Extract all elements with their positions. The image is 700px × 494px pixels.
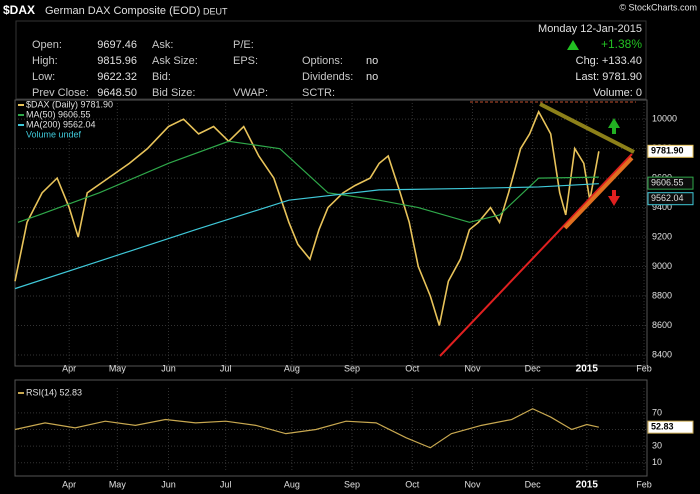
header-box [15, 20, 647, 100]
y-tick-label: 70 [652, 407, 662, 417]
y-tick-label: 9000 [652, 261, 672, 271]
x-tick-label: Jul [220, 363, 232, 373]
fundamental-label: VWAP: [233, 87, 268, 99]
x-tick-label: Apr [62, 479, 76, 489]
name: German DAX Composite (EOD) [45, 5, 200, 17]
quote-value: 9648.50 [97, 87, 137, 99]
value-tag-label: 9606.55 [651, 178, 684, 188]
x-tick-label: Apr [62, 363, 76, 373]
x-tick-label: Jul [220, 479, 232, 489]
value-tag-label: 9781.90 [651, 146, 684, 156]
x-tick-label: May [109, 479, 127, 489]
y-tick-label: 10 [652, 457, 662, 467]
legend-entry: MA(50) 9606.55 [26, 109, 91, 119]
book-label: Ask: [152, 39, 173, 51]
x-tick-label: Jun [161, 479, 176, 489]
quote-value: 9697.46 [97, 39, 137, 51]
up-signal [608, 118, 620, 134]
series-line [14, 408, 599, 449]
exchange: DEUT [203, 6, 228, 16]
y-tick-label: 9200 [652, 231, 672, 241]
x-tick-label: Oct [405, 363, 420, 373]
wedge-line [539, 102, 635, 154]
x-tick-label: 2015 [576, 480, 599, 491]
value-tag-label: 52.83 [651, 422, 674, 432]
flag-label: Dividends: [302, 71, 353, 83]
series-line [14, 183, 599, 290]
fundamental-label: P/E: [233, 39, 254, 51]
x-tick-label: Dec [525, 363, 542, 373]
trend-line-2 [563, 156, 634, 230]
x-tick-label: Feb [636, 363, 652, 373]
flag-value: no [366, 71, 378, 83]
x-tick-label: May [109, 363, 127, 373]
x-tick-label: Aug [284, 479, 300, 489]
quote-value: 9815.96 [97, 55, 137, 67]
change: Chg: +133.40 [576, 55, 642, 67]
y-tick-label: 8600 [652, 320, 672, 330]
quote-label: Open: [32, 39, 62, 51]
x-tick-label: Jun [161, 363, 176, 373]
quote-value: 9622.32 [97, 71, 137, 83]
flag-label: Options: [302, 55, 343, 67]
volume: Volume: 0 [593, 87, 642, 99]
flag-value: no [366, 55, 378, 67]
value-tag [647, 420, 694, 434]
quote-label: Low: [32, 71, 55, 83]
up-arrow [567, 40, 579, 50]
value-tag [647, 192, 694, 206]
series-line [14, 109, 600, 326]
x-tick-label: Feb [636, 479, 652, 489]
value-tag-label: 9562.04 [651, 193, 684, 203]
legend-entry: MA(200) 9562.04 [26, 119, 96, 129]
symbol: $DAX [3, 3, 35, 17]
x-tick-label: Dec [525, 479, 542, 489]
y-tick-label: 9400 [652, 202, 672, 212]
down-signal [608, 190, 620, 206]
x-tick-label: Oct [405, 479, 420, 489]
y-tick-label: 10000 [652, 114, 677, 124]
y-tick-label: 30 [652, 440, 662, 450]
x-tick-label: Sep [344, 479, 360, 489]
value-tag [647, 176, 694, 190]
legend-entry: $DAX (Daily) 9781.90 [26, 99, 113, 109]
marks [14, 100, 647, 471]
y-tick-label: 8800 [652, 290, 672, 300]
quote-label: Prev Close: [32, 87, 89, 99]
x-tick-label: Nov [464, 479, 481, 489]
legend-entry: Volume undef [26, 129, 82, 139]
series-line [17, 140, 599, 223]
value-tag [647, 144, 694, 158]
copyright: © StockCharts.com [619, 2, 697, 12]
book-label: Ask Size: [152, 55, 198, 67]
x-tick-label: Aug [284, 363, 300, 373]
flag-label: SCTR: [302, 87, 335, 99]
date: Monday 12-Jan-2015 [538, 23, 642, 35]
price-panel [14, 99, 648, 367]
book-label: Bid: [152, 71, 171, 83]
change-pct: +1.38% [601, 37, 642, 51]
trend-line [439, 153, 633, 357]
x-tick-label: 2015 [576, 364, 599, 375]
y-tick-label: 8400 [652, 349, 672, 359]
x-tick-label: Sep [344, 363, 360, 373]
x-tick-label: Nov [464, 363, 481, 373]
quote-label: High: [32, 55, 58, 67]
last: Last: 9781.90 [575, 71, 642, 83]
fundamental-label: EPS: [233, 55, 258, 67]
rsi-panel [14, 379, 648, 477]
book-label: Bid Size: [152, 87, 195, 99]
legend-entry: RSI(14) 52.83 [26, 387, 82, 397]
